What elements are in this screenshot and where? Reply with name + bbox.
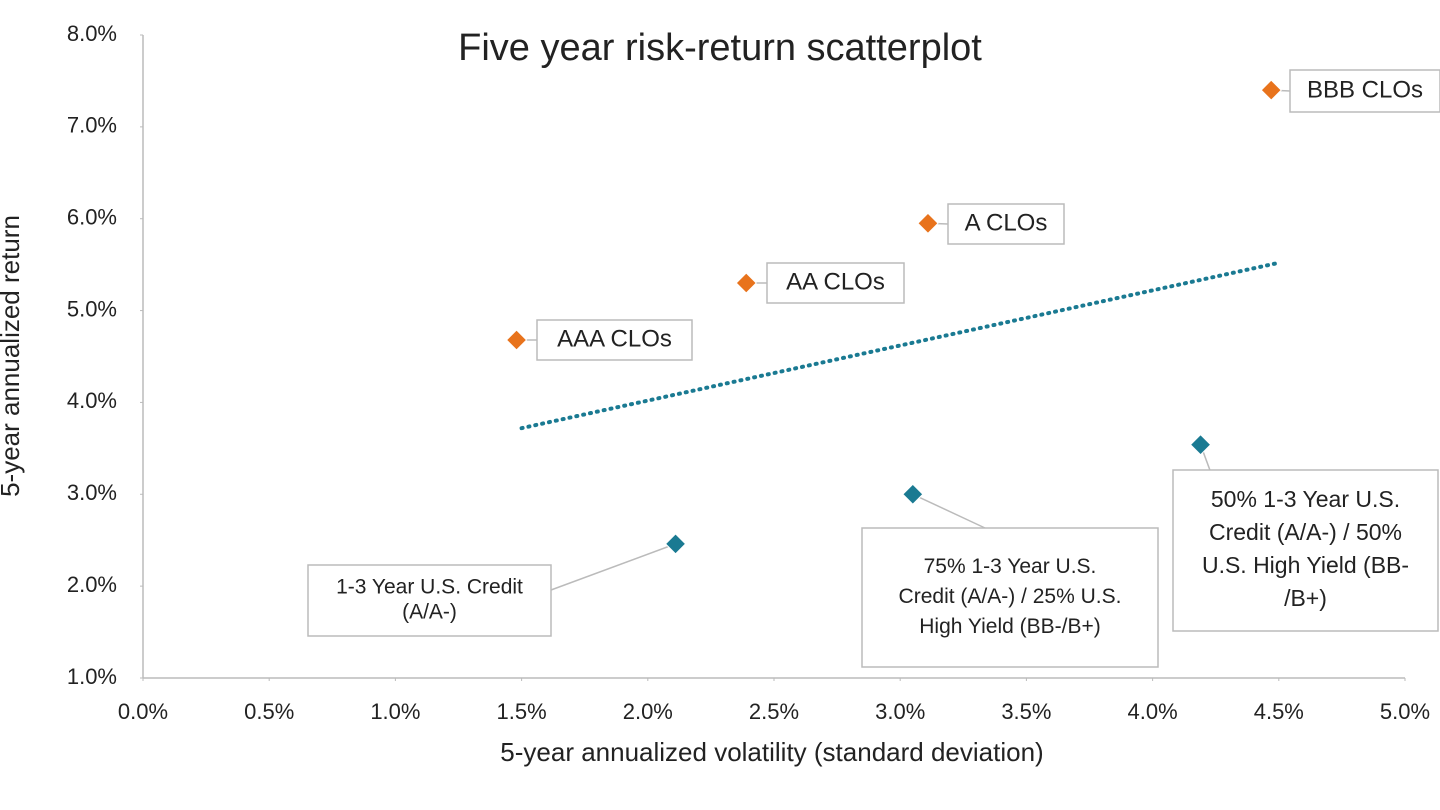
point xyxy=(735,272,757,294)
x-tick-label: 0.5% xyxy=(244,699,294,724)
point-label: AAA CLOs xyxy=(557,325,672,352)
x-tick-label: 1.0% xyxy=(370,699,420,724)
x-tick-label: 1.5% xyxy=(497,699,547,724)
x-tick-label: 4.5% xyxy=(1254,699,1304,724)
y-axis-title: 5-year annualized return xyxy=(0,215,25,497)
label-box xyxy=(861,527,1159,668)
point-label: (A/A-) xyxy=(402,601,457,624)
x-tick-label: 3.0% xyxy=(875,699,925,724)
point xyxy=(664,533,687,555)
point-label: AA CLOs xyxy=(786,268,885,295)
y-tick-label: 1.0% xyxy=(67,664,117,689)
point xyxy=(505,329,528,351)
y-tick-label: 2.0% xyxy=(67,572,117,597)
x-tick-label: 2.0% xyxy=(623,699,673,724)
x-tick-label: 4.0% xyxy=(1128,699,1178,724)
y-tick-label: 6.0% xyxy=(67,205,117,230)
label-box xyxy=(766,262,905,304)
point-label: A CLOs xyxy=(965,209,1048,236)
y-tick-label: 4.0% xyxy=(67,388,117,413)
point xyxy=(902,483,924,505)
point-label: Credit (A/A-) / 25% U.S. xyxy=(899,585,1122,608)
y-tick-label: 8.0% xyxy=(67,21,117,46)
point-label: 75% 1-3 Year U.S. xyxy=(924,555,1097,578)
x-tick-label: 2.5% xyxy=(749,699,799,724)
leader-line xyxy=(912,493,986,529)
label-box xyxy=(1289,69,1440,113)
chart-title: Five year risk-return scatterplot xyxy=(458,27,982,69)
label-box xyxy=(307,564,552,637)
label-box xyxy=(947,203,1065,245)
point xyxy=(1189,433,1212,456)
point-label: High Yield (BB-/B+) xyxy=(919,615,1101,638)
y-tick-label: 5.0% xyxy=(67,296,117,321)
point xyxy=(917,212,939,235)
point-label: 1-3 Year U.S. Credit xyxy=(336,576,523,599)
point-label: BBB CLOs xyxy=(1307,76,1423,103)
point-label: U.S. High Yield (BB- xyxy=(1202,552,1409,578)
point xyxy=(1260,79,1282,101)
point-label: 50% 1-3 Year U.S. xyxy=(1211,486,1400,512)
x-tick-label: 3.5% xyxy=(1001,699,1051,724)
x-tick-label: 0.0% xyxy=(118,699,168,724)
y-tick-label: 7.0% xyxy=(67,113,117,138)
x-axis-title: 5-year annualized volatility (standard d… xyxy=(500,737,1043,767)
x-tick-label: 5.0% xyxy=(1380,699,1430,724)
point-label: Credit (A/A-) / 50% xyxy=(1209,519,1402,545)
leader-line xyxy=(550,543,676,591)
y-tick-label: 3.0% xyxy=(67,480,117,505)
label-box xyxy=(1172,469,1439,632)
point-label: /B+) xyxy=(1284,585,1327,611)
trendline xyxy=(519,260,1281,431)
label-box xyxy=(536,319,693,361)
